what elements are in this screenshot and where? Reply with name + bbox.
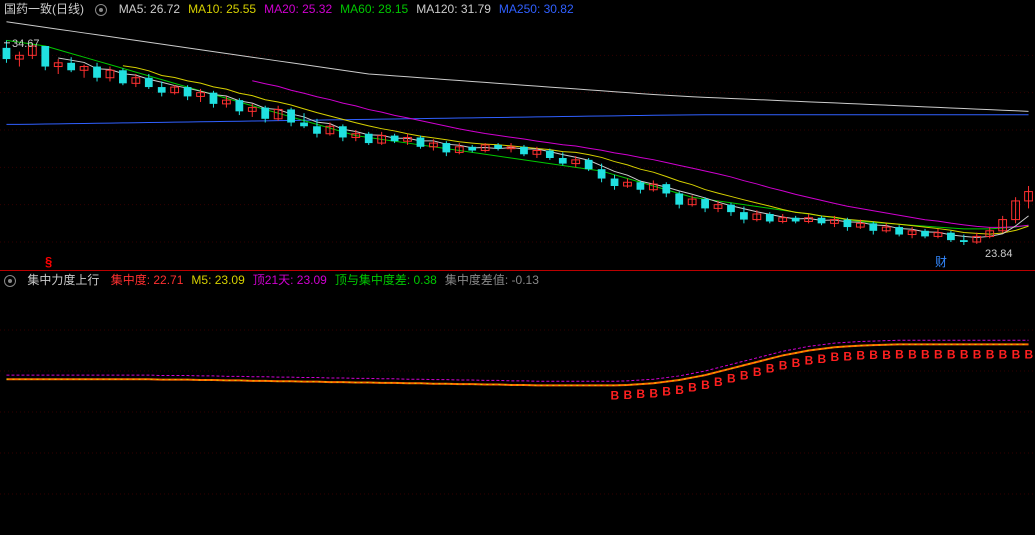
svg-text:B: B [986,347,995,361]
svg-text:B: B [792,356,801,370]
svg-text:B: B [662,385,671,399]
indicator-title: 集中力度上行 [27,273,99,287]
sub-chart-area[interactable]: BBBBBBBBBBBBBBBBBBBBBBBBBBBBBBBBB [0,289,1035,534]
svg-text:B: B [908,347,917,361]
svg-text:B: B [895,347,904,361]
main-chart-area[interactable]: 34.67 23.84 § 财 [0,18,1035,270]
ma-label: MA20: 25.32 [264,2,332,16]
stock-chart-container: 国药一致(日线) MA5: 26.72 MA10: 25.55 MA20: 25.3… [0,0,1035,534]
ma-label: MA10: 25.55 [188,2,256,16]
svg-text:B: B [882,348,891,362]
indicator-label: 顶21天: 23.09 [253,273,327,287]
svg-text:B: B [714,375,723,389]
candlestick-chart[interactable]: 34.67 23.84 § 财 [0,18,1035,270]
svg-text:B: B [973,347,982,361]
indicator-label: 集中度差值: -0.13 [445,273,539,287]
svg-text:B: B [1025,347,1034,361]
svg-text:23.84: 23.84 [985,248,1013,260]
info-icon[interactable] [95,4,107,16]
svg-text:B: B [934,347,943,361]
main-header: 国药一致(日线) MA5: 26.72 MA10: 25.55 MA20: 25.3… [0,0,1035,18]
svg-text:B: B [830,350,839,364]
svg-text:B: B [636,387,645,401]
svg-text:§: § [45,254,52,269]
ma-label: MA120: 31.79 [416,2,491,16]
svg-text:B: B [753,365,762,379]
svg-text:B: B [623,388,632,402]
svg-text:B: B [856,349,865,363]
svg-text:B: B [1012,347,1021,361]
svg-text:B: B [766,362,775,376]
svg-text:财: 财 [935,255,947,269]
indicator-label: 集中度: 22.71 [111,273,184,287]
svg-text:B: B [727,372,736,386]
svg-text:B: B [921,347,930,361]
main-price-panel[interactable]: 国药一致(日线) MA5: 26.72 MA10: 25.55 MA20: 25.3… [0,0,1035,270]
svg-text:B: B [999,347,1008,361]
svg-text:B: B [843,349,852,363]
svg-text:B: B [740,368,749,382]
indicator-label: 顶与集中度差: 0.38 [335,273,437,287]
indicator-chart[interactable]: BBBBBBBBBBBBBBBBBBBBBBBBBBBBBBBBB [0,289,1035,535]
svg-text:B: B [701,378,710,392]
ma-label: MA250: 30.82 [499,2,574,16]
svg-text:B: B [960,347,969,361]
info-icon[interactable] [4,275,16,287]
sub-header: 集中力度上行 集中度: 22.71 M5: 23.09 顶21天: 23.09 顶与集… [0,271,1035,289]
ma-label: MA60: 28.15 [340,2,408,16]
svg-text:B: B [779,358,788,372]
svg-text:34.67: 34.67 [12,38,40,50]
stock-title: 国药一致(日线) [4,2,84,16]
svg-text:B: B [688,381,697,395]
svg-text:B: B [649,386,658,400]
svg-text:B: B [611,388,620,402]
svg-text:B: B [675,383,684,397]
svg-text:B: B [869,348,878,362]
svg-text:B: B [947,347,956,361]
indicator-label: M5: 23.09 [191,273,244,287]
ma-label: MA5: 26.72 [119,2,180,16]
svg-text:B: B [818,352,827,366]
sub-indicator-panel[interactable]: 集中力度上行 集中度: 22.71 M5: 23.09 顶21天: 23.09 顶与集… [0,270,1035,534]
svg-text:B: B [805,354,814,368]
